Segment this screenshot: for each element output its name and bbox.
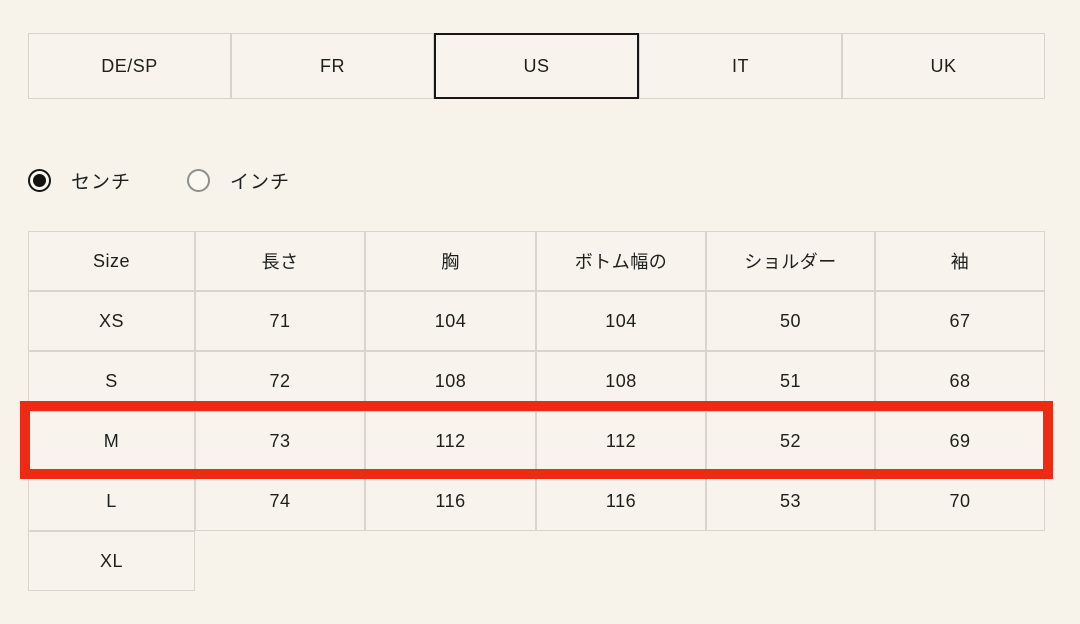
cell-value: 52 <box>706 411 875 471</box>
region-tab-bar: DE/SP FR US IT UK <box>28 33 1045 99</box>
tab-it[interactable]: IT <box>639 33 842 99</box>
cell-value: 104 <box>536 291 706 351</box>
tab-de-sp[interactable]: DE/SP <box>28 33 231 99</box>
radio-label-centimeters: センチ <box>71 171 132 193</box>
tab-uk[interactable]: UK <box>842 33 1045 99</box>
cell-value: 69 <box>875 411 1045 471</box>
radio-label-inches: インチ <box>230 171 291 193</box>
cell-value: 50 <box>706 291 875 351</box>
column-header-shoulder: ショルダー <box>706 231 875 291</box>
cell-value: 53 <box>706 471 875 531</box>
cell-value: 104 <box>365 291 536 351</box>
cell-value: 51 <box>706 351 875 411</box>
cell-empty <box>706 531 875 591</box>
cell-empty <box>365 531 536 591</box>
cell-size-xs: XS <box>28 291 195 351</box>
unit-toggle-group: センチ インチ <box>28 166 290 194</box>
radio-unselected-icon <box>187 168 211 192</box>
cell-value: 71 <box>195 291 365 351</box>
cell-value: 108 <box>536 351 706 411</box>
cell-value: 74 <box>195 471 365 531</box>
cell-value: 116 <box>536 471 706 531</box>
cell-size-m: M <box>28 411 195 471</box>
tab-fr[interactable]: FR <box>231 33 434 99</box>
cell-value: 116 <box>365 471 536 531</box>
cell-value: 72 <box>195 351 365 411</box>
size-table: Size 長さ 胸 ボトム幅の ショルダー 袖 XS 71 104 104 50… <box>28 231 1045 591</box>
radio-option-centimeters[interactable]: センチ <box>28 167 131 194</box>
column-header-length: 長さ <box>195 231 365 291</box>
radio-selected-icon <box>28 168 51 192</box>
cell-size-s: S <box>28 351 195 411</box>
column-header-chest: 胸 <box>365 231 536 291</box>
radio-option-inches[interactable]: インチ <box>187 167 290 194</box>
cell-size-xl: XL <box>28 531 195 591</box>
cell-value: 112 <box>365 411 536 471</box>
cell-value: 73 <box>195 411 365 471</box>
cell-empty <box>875 531 1045 591</box>
cell-value: 112 <box>536 411 706 471</box>
cell-value: 67 <box>875 291 1045 351</box>
radio-dot <box>33 173 46 187</box>
column-header-size: Size <box>28 231 195 291</box>
cell-size-l: L <box>28 471 195 531</box>
cell-empty <box>195 531 365 591</box>
column-header-sleeve: 袖 <box>875 231 1045 291</box>
cell-value: 70 <box>875 471 1045 531</box>
tab-us[interactable]: US <box>434 33 639 99</box>
cell-value: 68 <box>875 351 1045 411</box>
column-header-bottom-width: ボトム幅の <box>536 231 706 291</box>
cell-empty <box>536 531 706 591</box>
cell-value: 108 <box>365 351 536 411</box>
